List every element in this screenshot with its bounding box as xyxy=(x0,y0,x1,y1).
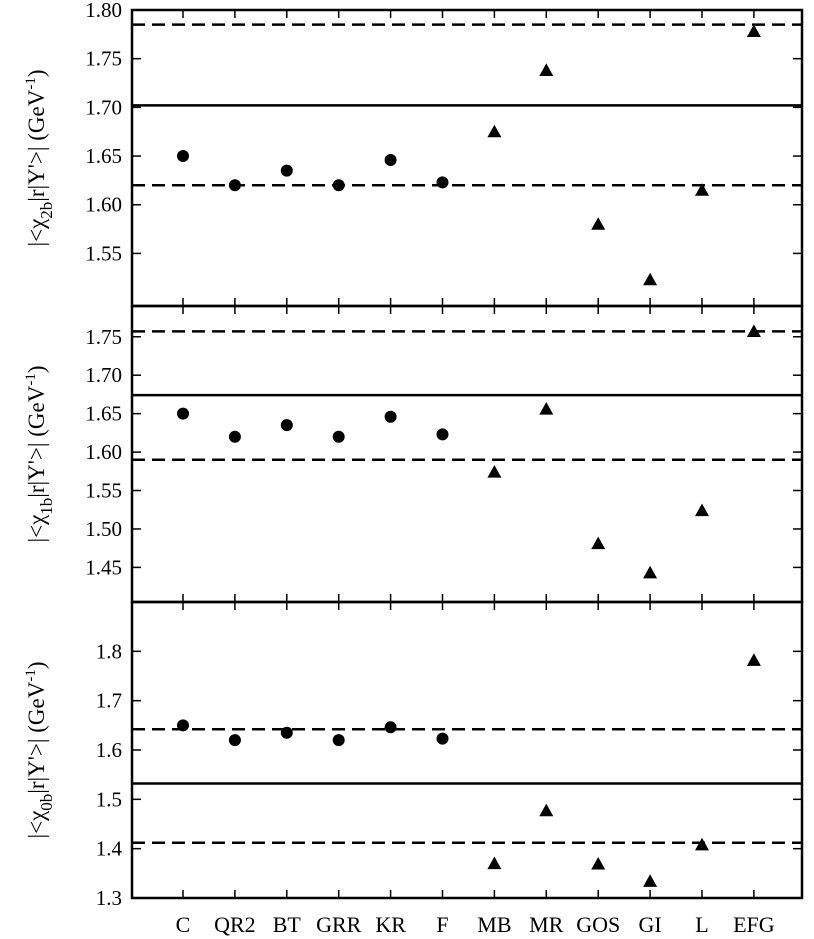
triangle-point-GOS xyxy=(591,217,606,230)
y-tick-label: 1.55 xyxy=(85,241,122,265)
x-category-label: GRR xyxy=(316,912,362,937)
y-tick-label: 1.75 xyxy=(85,325,122,349)
triangle-point-EFG xyxy=(746,324,761,337)
circle-point-GRR xyxy=(332,179,345,192)
y-tick-label: 1.55 xyxy=(85,479,122,503)
triangle-point-EFG xyxy=(746,653,761,666)
triangle-point-MR xyxy=(539,63,554,76)
circle-point-QR2 xyxy=(228,734,241,747)
triangle-point-GI xyxy=(643,272,658,286)
x-category-label: C xyxy=(176,912,191,937)
circle-point-C xyxy=(177,150,189,163)
y-tick-label: 1.4 xyxy=(96,837,123,861)
circle-point-KR xyxy=(384,153,397,166)
triangle-point-MB xyxy=(487,465,502,478)
y-tick-label: 1.5 xyxy=(96,787,122,811)
panel-frame xyxy=(130,600,804,900)
circle-point-C xyxy=(177,719,189,732)
y-tick-label: 1.65 xyxy=(85,144,122,168)
panel-frame xyxy=(130,8,804,308)
x-category-labels: C QR2 BT GRR KR F MB MR GOS GI L EFG xyxy=(176,912,775,937)
y-tick-label: 1.6 xyxy=(96,738,122,762)
triangle-point-GI xyxy=(643,874,658,887)
y-tick-label: 1.3 xyxy=(96,886,122,910)
circle-point-QR2 xyxy=(228,179,241,192)
circle-point-C xyxy=(177,407,189,420)
y-tick-label: 1.7 xyxy=(96,689,122,713)
y-axis-label: |<χ1b|r|Υ'>| (GeV-1) xyxy=(23,365,56,542)
y-tick-label: 1.60 xyxy=(85,193,122,217)
y-tick-label: 1.45 xyxy=(85,555,122,579)
circle-point-F xyxy=(436,732,449,745)
y-tick-label: 1.50 xyxy=(85,517,122,541)
triangle-point-GOS xyxy=(591,536,606,550)
y-tick-label: 1.65 xyxy=(85,402,122,426)
x-category-label: BT xyxy=(273,912,302,937)
x-category-label: KR xyxy=(375,912,406,937)
y-tick-label: 1.75 xyxy=(85,47,122,71)
circle-point-KR xyxy=(384,721,397,734)
circle-point-BT xyxy=(280,164,293,177)
panel-1: 1.75 1.70 1.65 1.60 1.55 1.50 1.45 |<χ1b|r|Υ'>|… xyxy=(23,304,804,604)
panel-2: 1.8 1.7 1.6 1.5 1.4 1.3 |<χ0b|r|Υ'>| (GeV-1) xyxy=(23,600,804,910)
panel-frame xyxy=(130,304,804,604)
circle-point-KR xyxy=(384,410,397,423)
triangle-point-GOS xyxy=(591,856,606,870)
triangle-point-MB xyxy=(487,124,502,138)
circle-point-BT xyxy=(280,419,293,432)
y-tick-label: 1.70 xyxy=(85,95,122,119)
y-tick-label: 1.60 xyxy=(85,440,122,464)
x-category-label: GI xyxy=(638,912,661,937)
triangle-point-L xyxy=(695,837,709,851)
y-tick-label: 1.80 xyxy=(85,0,122,22)
x-category-label: MB xyxy=(477,912,511,937)
triangle-point-L xyxy=(695,183,709,196)
x-category-label: EFG xyxy=(733,912,775,937)
triangle-point-MR xyxy=(539,803,554,817)
circle-point-QR2 xyxy=(228,430,241,443)
circle-point-GRR xyxy=(332,430,345,443)
y-tick-label: 1.70 xyxy=(85,363,122,387)
y-tick-label: 1.8 xyxy=(96,639,122,663)
triangle-point-MR xyxy=(539,402,554,415)
x-category-label: F xyxy=(436,912,448,937)
x-category-label: GOS xyxy=(576,912,620,937)
triangle-point-L xyxy=(695,503,709,517)
x-category-label: QR2 xyxy=(214,912,256,937)
chart-panels: 1.80 1.75 1.70 1.65 1.60 1.55 |<χ2b|r|Υ'>| (Ge… xyxy=(23,0,804,910)
panel-0: 1.80 1.75 1.70 1.65 1.60 1.55 |<χ2b|r|Υ'>| (Ge… xyxy=(23,0,804,308)
x-category-label: MR xyxy=(529,912,564,937)
triangle-point-EFG xyxy=(746,24,761,38)
x-category-label: L xyxy=(695,912,708,937)
circle-point-F xyxy=(436,428,449,441)
circle-point-BT xyxy=(280,726,293,739)
triangle-point-GI xyxy=(643,565,658,579)
y-axis-label: |<χ2b|r|Υ'>| (GeV-1) xyxy=(23,69,56,246)
y-axis-label: |<χ0b|r|Υ'>| (GeV-1) xyxy=(23,661,56,838)
triangle-point-MB xyxy=(487,856,502,870)
circle-point-F xyxy=(436,176,449,189)
circle-point-GRR xyxy=(332,734,345,747)
